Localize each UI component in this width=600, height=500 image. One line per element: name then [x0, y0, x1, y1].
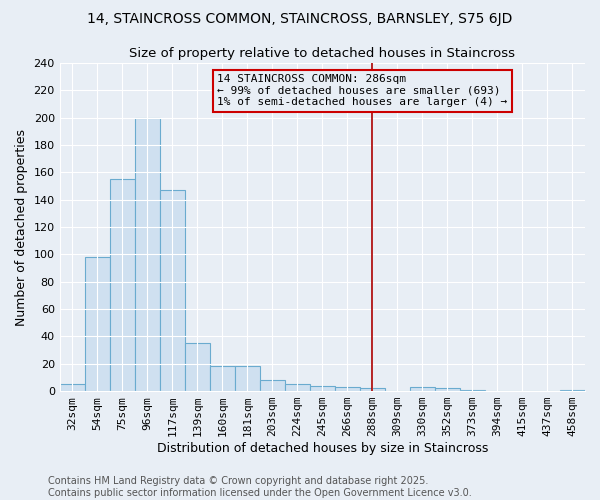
Text: Contains HM Land Registry data © Crown copyright and database right 2025.
Contai: Contains HM Land Registry data © Crown c…	[48, 476, 472, 498]
Bar	[310, 386, 335, 391]
Bar	[110, 179, 135, 391]
X-axis label: Distribution of detached houses by size in Staincross: Distribution of detached houses by size …	[157, 442, 488, 455]
Bar	[85, 257, 110, 391]
Bar	[360, 388, 385, 391]
Bar	[260, 380, 285, 391]
Bar	[285, 384, 310, 391]
Bar	[560, 390, 585, 391]
Text: 14 STAINCROSS COMMON: 286sqm
← 99% of detached houses are smaller (693)
1% of se: 14 STAINCROSS COMMON: 286sqm ← 99% of de…	[217, 74, 508, 107]
Title: Size of property relative to detached houses in Staincross: Size of property relative to detached ho…	[130, 48, 515, 60]
Bar	[135, 118, 160, 391]
Bar	[235, 366, 260, 391]
Bar	[335, 387, 360, 391]
Bar	[460, 390, 485, 391]
Bar	[59, 384, 85, 391]
Bar	[435, 388, 460, 391]
Y-axis label: Number of detached properties: Number of detached properties	[15, 128, 28, 326]
Bar	[410, 387, 435, 391]
Text: 14, STAINCROSS COMMON, STAINCROSS, BARNSLEY, S75 6JD: 14, STAINCROSS COMMON, STAINCROSS, BARNS…	[88, 12, 512, 26]
Bar	[210, 366, 235, 391]
Bar	[185, 343, 210, 391]
Bar	[160, 190, 185, 391]
